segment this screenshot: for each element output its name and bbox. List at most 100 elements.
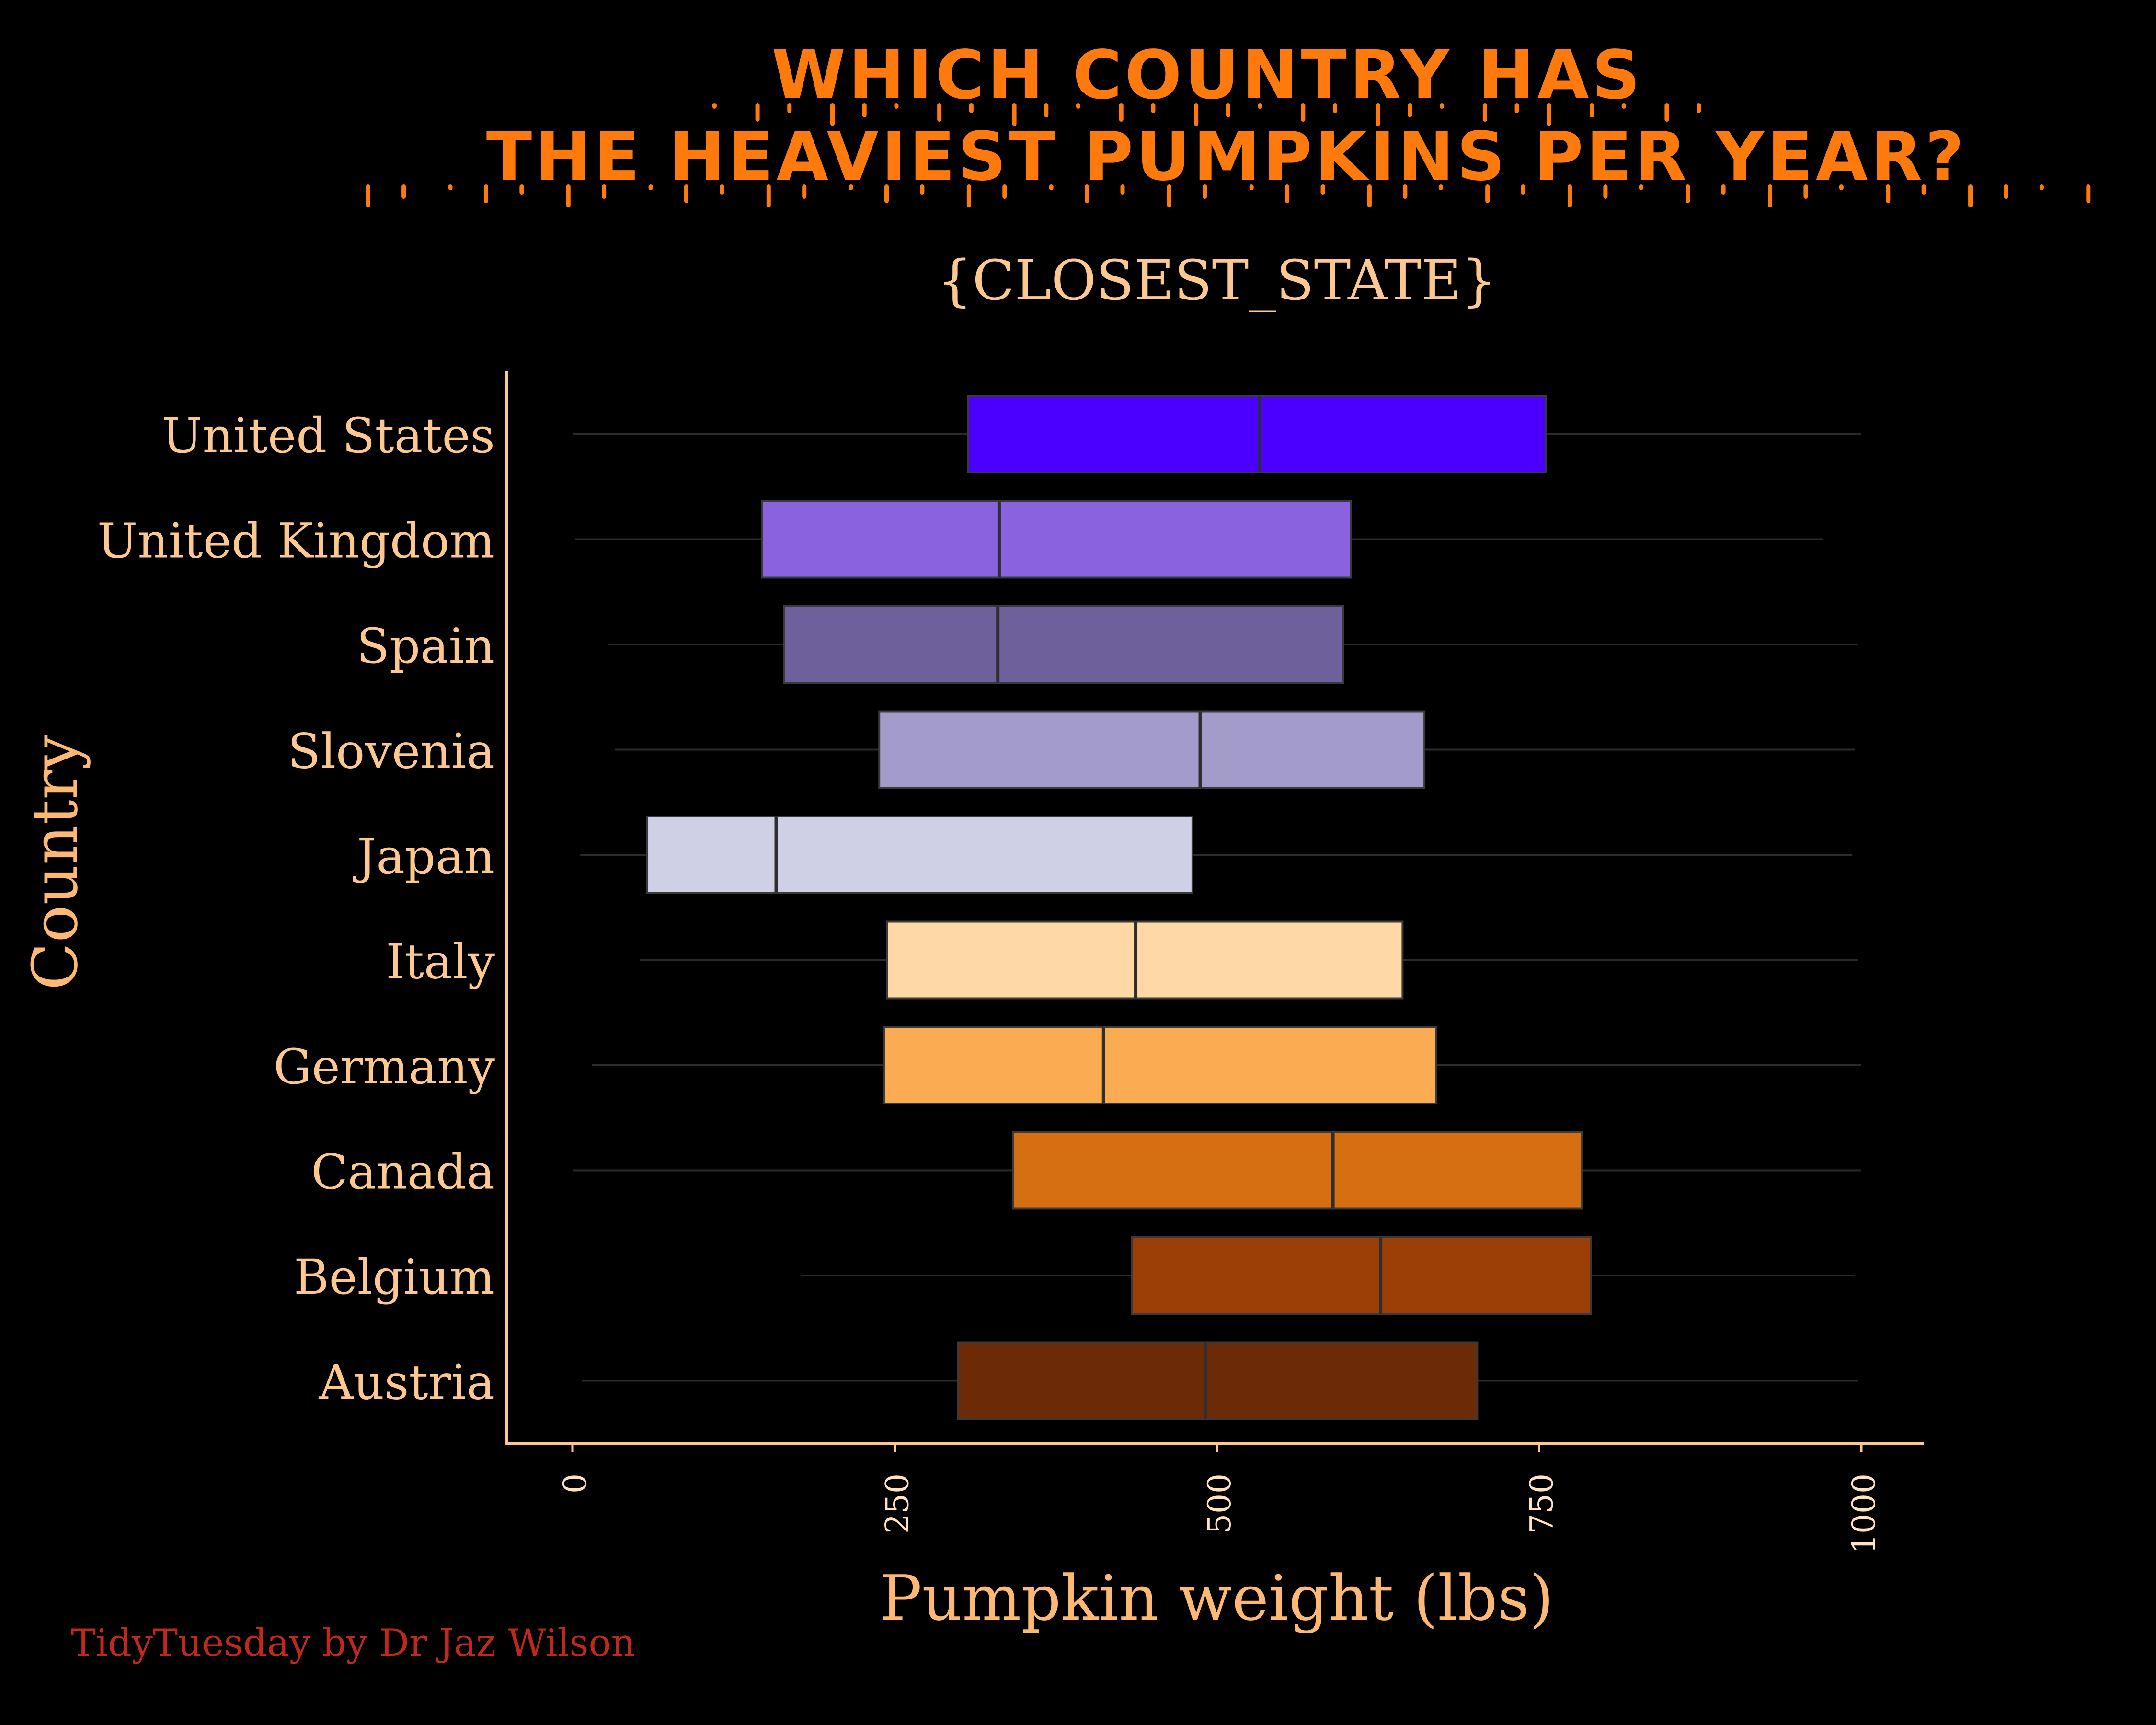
title-drip — [602, 184, 607, 199]
title-drip — [1603, 184, 1608, 199]
title-drip — [830, 103, 835, 126]
title-drip — [1151, 103, 1156, 113]
title-drip — [1521, 184, 1525, 195]
title-drip — [1203, 184, 1207, 199]
boxplot-boxes — [646, 395, 1592, 1420]
title-drip — [1119, 103, 1124, 122]
box-canada — [1012, 1131, 1583, 1210]
chart-caption: TidyTuesday by Dr Jaz Wilson — [71, 1622, 635, 1665]
x-tick-label-500: 500 — [1201, 1473, 1238, 1534]
title-drip — [1664, 103, 1669, 122]
title-drip — [1194, 103, 1199, 126]
title-drip — [884, 184, 889, 203]
title-drip — [1438, 184, 1443, 190]
title-drip — [1285, 184, 1290, 203]
title-drip — [1886, 184, 1891, 203]
x-axis-label: Pumpkin weight (lbs) — [880, 1562, 1554, 1634]
chart-title-line-2: THE HEAVIEST PUMPKINS PER YEAR? — [486, 118, 1967, 196]
title-drip — [2086, 184, 2091, 203]
title-drip — [1012, 103, 1017, 126]
title-drip — [1320, 184, 1325, 195]
title-drip — [1968, 184, 1973, 207]
title-drip — [1376, 103, 1380, 126]
title-drip — [401, 184, 406, 199]
title-drip — [1482, 103, 1487, 122]
box-spain — [783, 605, 1344, 684]
title-drip — [712, 103, 717, 109]
title-drip — [1258, 103, 1262, 109]
title-drip — [1440, 103, 1445, 109]
title-drip — [1403, 184, 1408, 199]
x-tick-label-250: 250 — [879, 1473, 916, 1534]
y-tick-label-united-kingdom: United Kingdom — [97, 513, 495, 569]
title-drip — [1367, 184, 1372, 207]
title-drip — [1076, 103, 1080, 109]
title-drip — [1301, 103, 1306, 122]
title-drip — [849, 184, 853, 190]
title-drip — [519, 184, 524, 195]
title-drip — [1408, 103, 1412, 117]
title-drip — [1120, 184, 1125, 195]
box-united-states — [967, 395, 1547, 473]
title-drip — [1049, 184, 1054, 190]
title-drip — [1921, 184, 1926, 195]
title-drip — [483, 184, 488, 203]
title-drip — [1686, 184, 1690, 203]
y-tick-label-slovenia: Slovenia — [288, 724, 495, 780]
title-drip — [1547, 103, 1551, 126]
title-drip — [1839, 184, 1844, 190]
title-drip — [920, 184, 925, 195]
y-tick-label-spain: Spain — [356, 618, 495, 674]
y-tick-label-japan: Japan — [353, 828, 495, 885]
title-drip — [766, 184, 771, 207]
title-drip — [1567, 184, 1572, 207]
title-drip — [755, 103, 760, 122]
y-tick-label-germany: Germany — [274, 1039, 495, 1095]
title-drip — [684, 184, 688, 203]
y-tick-label-belgium: Belgium — [294, 1249, 495, 1305]
y-tick-label-italy: Italy — [386, 934, 495, 990]
y-tick-label-canada: Canada — [311, 1144, 495, 1200]
title-drip — [1044, 103, 1049, 117]
box-italy — [886, 920, 1404, 1000]
title-drip — [1590, 103, 1594, 117]
y-axis-label: Country — [19, 735, 92, 990]
y-tick-label-austria: Austria — [318, 1355, 495, 1411]
title-drip — [1167, 184, 1171, 207]
box-slovenia — [878, 710, 1426, 789]
title-drips — [366, 103, 2091, 207]
title-drip — [1002, 184, 1007, 199]
title-drip — [720, 184, 724, 195]
y-tick-label-united-states: United States — [162, 408, 495, 464]
title-drip — [894, 103, 899, 109]
title-drip — [1697, 103, 1701, 113]
x-tick-labels: 0 250 500 750 1000 — [557, 1473, 1882, 1554]
title-drip — [1639, 184, 1643, 190]
title-drip — [1621, 103, 1626, 109]
title-drip — [566, 184, 571, 207]
title-drip — [1768, 184, 1773, 207]
title-drip — [1803, 184, 1808, 199]
title-drip — [1249, 184, 1254, 190]
title-drip — [966, 184, 971, 207]
title-drip — [1721, 184, 1726, 195]
x-tick-label-750: 750 — [1524, 1473, 1560, 1534]
box-germany — [883, 1026, 1437, 1104]
x-tick-label-1000: 1000 — [1846, 1473, 1882, 1554]
title-drip — [1085, 184, 1089, 203]
x-tick-marks — [571, 1443, 1863, 1452]
chart-title-line-1: WHICH COUNTRY HAS — [771, 36, 1643, 115]
title-drip — [862, 103, 867, 117]
x-tick-label-0: 0 — [557, 1473, 594, 1494]
y-tick-labels: United States United Kingdom Spain Slovenia… — [97, 408, 495, 1411]
title-drip — [937, 103, 942, 122]
title-drip — [969, 103, 974, 113]
title-drip — [648, 184, 653, 190]
title-drip — [1514, 103, 1519, 113]
title-drip — [448, 184, 453, 190]
box-japan — [646, 816, 1193, 894]
title-drip — [1226, 103, 1230, 117]
title-drip — [802, 184, 807, 199]
title-drip — [787, 103, 792, 113]
